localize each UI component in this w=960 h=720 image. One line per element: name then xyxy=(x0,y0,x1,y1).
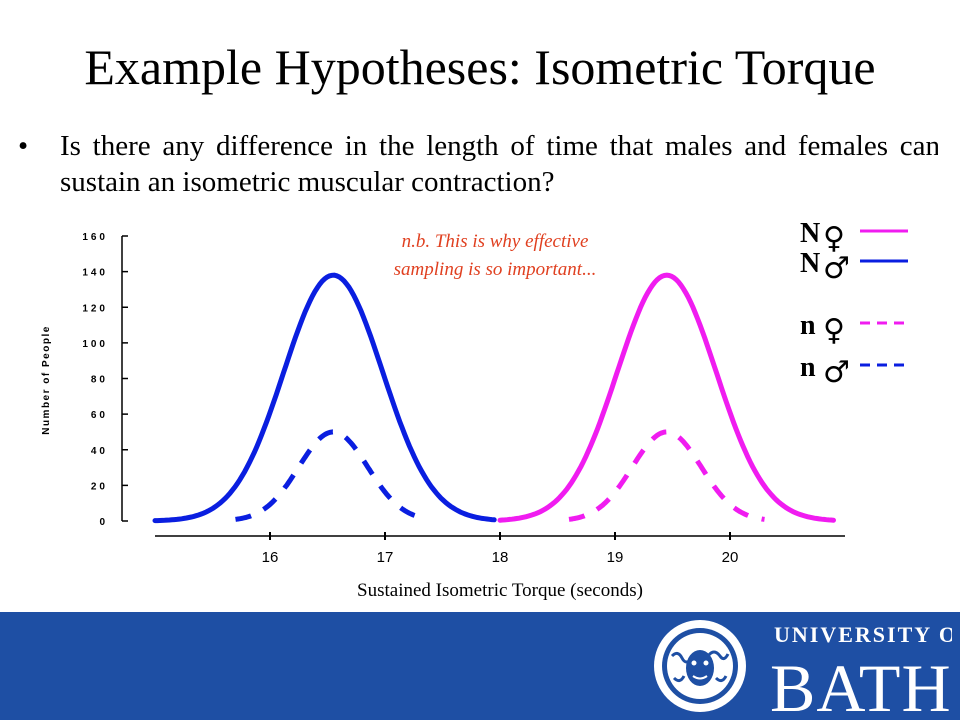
legend-letter: n xyxy=(800,310,816,341)
y-tick-label: 120 xyxy=(82,303,108,314)
sampling-note-line-1: n.b. This is why effective xyxy=(401,231,589,252)
y-tick-label: 160 xyxy=(82,232,108,243)
distribution-curves xyxy=(152,272,836,524)
y-tick-label: 0 xyxy=(99,517,108,528)
x-tick-label: 17 xyxy=(377,549,394,566)
footer-bar xyxy=(0,612,960,720)
y-tick-label: 100 xyxy=(82,339,108,350)
female-symbol-icon: ♀ xyxy=(823,221,845,256)
male-symbol-icon: ♂ xyxy=(823,355,850,390)
legend-item: n ♀ xyxy=(800,310,908,348)
legend-letter: n xyxy=(800,352,816,383)
distribution-chart: 0 20 40 60 80 100 120 140 160 Number of People 16… xyxy=(41,218,908,566)
legend-letter: N xyxy=(800,248,820,279)
sampling-note: n.b. This is why effective sampling is s… xyxy=(330,228,660,284)
series-curve-2 xyxy=(497,272,836,523)
university-of-label: UNIVERSITY OF xyxy=(774,622,952,647)
series-curve-3 xyxy=(235,429,421,522)
y-tick-label: 80 xyxy=(91,375,108,386)
series-curve-4 xyxy=(568,429,765,522)
y-tick-label: 20 xyxy=(91,481,108,492)
university-logo: UNIVERSITY OF BATH xyxy=(654,620,952,716)
legend-letter: N xyxy=(800,218,820,249)
crest-icon xyxy=(654,620,746,712)
male-symbol-icon: ♂ xyxy=(823,251,850,286)
sampling-note-line-2: sampling is so important... xyxy=(393,259,597,280)
y-tick-label: 40 xyxy=(91,446,108,457)
x-tick-label: 16 xyxy=(262,549,279,566)
legend-item: N ♀ xyxy=(800,218,908,256)
bullet-text: Is there any difference in the length of… xyxy=(60,130,938,198)
y-axis-label: Number of People xyxy=(41,325,52,435)
x-tick-label: 18 xyxy=(492,549,509,566)
slide-title: Example Hypotheses: Isometric Torque xyxy=(84,39,876,95)
bullet-marker: • xyxy=(18,130,29,162)
x-axis-label: Sustained Isometric Torque (seconds) xyxy=(357,580,643,601)
y-axis: 0 20 40 60 80 100 120 140 160 Number of People xyxy=(41,232,128,528)
y-tick-label: 140 xyxy=(82,268,108,279)
x-tick-label: 19 xyxy=(607,549,624,566)
bath-wordmark: BATH xyxy=(770,650,952,716)
legend-item: N ♂ xyxy=(800,248,908,286)
y-tick-label: 60 xyxy=(91,410,108,421)
legend: N ♀N ♂n ♀n ♂ xyxy=(800,218,908,390)
series-curve-1 xyxy=(152,272,497,524)
bullet-point: • Is there any difference in the length … xyxy=(18,128,938,198)
x-axis: 16 17 18 19 20 xyxy=(155,532,845,566)
female-symbol-icon: ♀ xyxy=(823,313,845,348)
x-tick-label: 20 xyxy=(722,549,739,566)
legend-item: n ♂ xyxy=(800,352,908,390)
